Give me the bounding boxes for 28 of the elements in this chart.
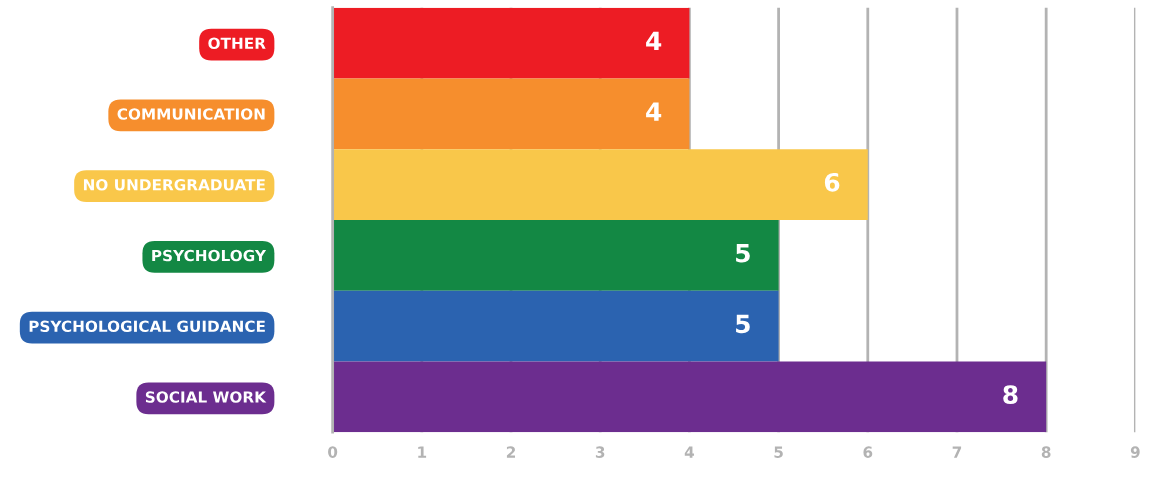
y-tick-label: SOCIAL WORK (145, 391, 267, 403)
bar (332, 78, 690, 150)
data-label: 4 (646, 102, 662, 121)
x-tick-label: 6 (863, 446, 873, 458)
data-label: 5 (736, 243, 750, 263)
bar (332, 219, 779, 291)
data-label: 5 (736, 314, 750, 334)
x-tick-label: 4 (684, 446, 695, 458)
x-tick-label: 2 (506, 446, 516, 458)
x-tick-label: 1 (418, 446, 427, 458)
y-tick-label: PSYCHOLOGY (152, 249, 267, 262)
y-tick-label: OTHER (208, 37, 266, 50)
x-tick-label: 7 (952, 446, 962, 458)
bar (332, 361, 1047, 433)
x-tick-label: 8 (1041, 446, 1051, 458)
x-tick-label: 5 (774, 446, 783, 458)
data-label: 8 (1003, 385, 1018, 405)
x-tick-label: 3 (595, 446, 605, 458)
bar (332, 7, 690, 79)
y-tick-label: NO UNDERGRADUATE (83, 178, 265, 191)
x-tick-label: 9 (1130, 446, 1140, 458)
data-label: 4 (646, 31, 662, 50)
x-tick-label: 0 (328, 446, 338, 458)
bar (332, 290, 779, 362)
bar (332, 149, 868, 220)
data-label: 6 (824, 172, 840, 192)
y-tick-label: PSYCHOLOGICAL GUIDANCE (29, 320, 265, 333)
y-tick-label: COMMUNICATION (117, 108, 265, 120)
